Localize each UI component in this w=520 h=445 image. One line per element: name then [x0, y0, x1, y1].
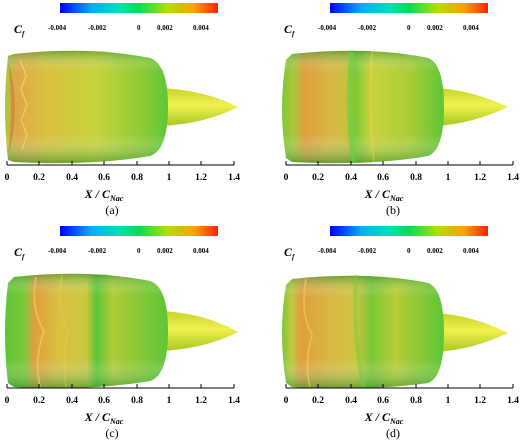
x-tick-label: 0.2	[312, 396, 324, 406]
x-axis: 0 0.2 0.4 0.6 0.8 1 1.2 1.4 X / CNac	[284, 384, 519, 426]
x-tick-label: 0	[284, 173, 289, 183]
colorbar-label: Cf	[14, 245, 25, 261]
panel-caption: (c)	[105, 426, 118, 440]
x-axis-label: X / CNac	[364, 410, 404, 426]
x-axis-label: X / CNac	[84, 187, 124, 203]
colorbar-tick-label: 0.002	[427, 24, 443, 32]
x-tick-label: 0	[5, 396, 10, 406]
colorbar-tick-label: -0.002	[88, 24, 107, 32]
x-tick-label: 0.8	[410, 396, 422, 406]
x-tick-label: 0.2	[33, 173, 45, 183]
spinner-cone	[435, 313, 508, 352]
x-tick-label: 1.4	[507, 396, 519, 406]
colorbar-tick-label: -0.004	[48, 247, 67, 255]
x-tick-label: 1	[446, 173, 451, 183]
x-axis: 0 0.2 0.4 0.6 0.8 1 1.2 1.4 X / CNac	[284, 161, 519, 203]
x-tick-label: 0.8	[131, 396, 143, 406]
x-tick-label: 0.4	[66, 396, 78, 406]
colorbar-tick-label: -0.004	[318, 247, 337, 255]
x-tick-label: 1	[446, 396, 451, 406]
x-tick-label: 1	[167, 173, 172, 183]
colorbar-tick-label: 0.004	[193, 247, 209, 255]
nacelle-body	[282, 50, 444, 164]
x-tick-label: 1.2	[474, 396, 486, 406]
colorbar: Cf -0.004 -0.002 0 0.002 0.004	[14, 3, 218, 38]
x-tick-label: 1.4	[507, 173, 519, 183]
x-tick-label: 0.6	[377, 173, 389, 183]
colorbar-label: Cf	[284, 22, 295, 38]
colorbar-label: Cf	[284, 245, 295, 261]
x-tick-label: 0.4	[345, 396, 357, 406]
nacelle-body	[282, 274, 444, 389]
colorbar-gradient	[330, 3, 488, 13]
nacelle-body	[5, 273, 168, 389]
spinner-cone	[160, 88, 238, 126]
panel-b: Cf -0.004 -0.002 0 0.002 0.004 0 0.2	[260, 0, 520, 222]
colorbar-tick-label: -0.004	[318, 24, 337, 32]
colorbar-tick-label: 0.004	[193, 24, 209, 32]
x-tick-label: 0.8	[410, 173, 422, 183]
colorbar-tick-label: 0	[137, 247, 141, 255]
colorbar-gradient	[60, 3, 218, 13]
x-axis: 0 0.2 0.4 0.6 0.8 1 1.2 1.4 X / CNac	[5, 161, 240, 203]
x-tick-label: 1	[167, 396, 172, 406]
x-tick-label: 0	[284, 396, 289, 406]
colorbar-label: Cf	[14, 22, 25, 38]
x-tick-label: 1.4	[228, 173, 240, 183]
colorbar: Cf -0.004 -0.002 0 0.002 0.004	[284, 3, 488, 38]
panel-c: Cf -0.004 -0.002 0 0.002 0.004 0 0.2	[0, 223, 260, 445]
colorbar-tick-label: 0.002	[157, 247, 173, 255]
colorbar-tick-label: -0.004	[48, 24, 67, 32]
x-tick-label: 1.2	[195, 173, 207, 183]
panel-a-figure: Cf -0.004 -0.002 0 0.002 0.004 0	[5, 3, 240, 217]
spinner-cone	[160, 311, 238, 351]
colorbar: Cf -0.004 -0.002 0 0.002 0.004	[284, 226, 488, 261]
panel-caption: (d)	[386, 426, 400, 440]
x-axis-label: X / CNac	[84, 410, 124, 426]
x-tick-label: 0.2	[33, 396, 45, 406]
x-tick-label: 0.6	[377, 396, 389, 406]
panel-caption: (a)	[105, 203, 118, 217]
panel-a: Cf -0.004 -0.002 0 0.002 0.004 0	[0, 0, 260, 222]
x-tick-label: 0	[5, 173, 10, 183]
x-tick-label: 1.2	[195, 396, 207, 406]
colorbar-gradient	[60, 226, 218, 236]
panel-d-figure: Cf -0.004 -0.002 0 0.002 0.004 0 0.2	[282, 226, 519, 440]
x-tick-label: 0.6	[98, 396, 110, 406]
x-tick-label: 0.4	[345, 173, 357, 183]
x-tick-label: 1.2	[474, 173, 486, 183]
colorbar-tick-label: 0.004	[463, 247, 479, 255]
colorbar-tick-label: 0	[137, 24, 141, 32]
x-tick-label: 0.4	[66, 173, 78, 183]
panel-caption: (b)	[386, 203, 400, 217]
colorbar-tick-label: 0	[407, 247, 411, 255]
colorbar-gradient	[330, 226, 488, 236]
x-tick-label: 1.4	[228, 396, 240, 406]
colorbar-tick-label: 0.004	[463, 24, 479, 32]
colorbar-tick-label: -0.002	[88, 247, 107, 255]
colorbar-tick-label: -0.002	[358, 247, 377, 255]
x-axis: 0 0.2 0.4 0.6 0.8 1 1.2 1.4 X / CNac	[5, 384, 240, 426]
colorbar: Cf -0.004 -0.002 0 0.002 0.004	[14, 226, 218, 261]
colorbar-tick-label: 0.002	[427, 247, 443, 255]
spinner-cone	[435, 88, 508, 126]
panel-b-figure: Cf -0.004 -0.002 0 0.002 0.004 0 0.2	[282, 3, 519, 217]
x-tick-label: 0.2	[312, 173, 324, 183]
x-axis-label: X / CNac	[364, 187, 404, 203]
colorbar-tick-label: 0	[407, 24, 411, 32]
panel-c-figure: Cf -0.004 -0.002 0 0.002 0.004 0 0.2	[5, 226, 240, 440]
colorbar-tick-label: -0.002	[358, 24, 377, 32]
nacelle-body	[5, 50, 168, 164]
x-tick-label: 0.8	[131, 173, 143, 183]
panel-d: Cf -0.004 -0.002 0 0.002 0.004 0 0.2	[260, 223, 520, 445]
colorbar-tick-label: 0.002	[157, 24, 173, 32]
x-tick-label: 0.6	[98, 173, 110, 183]
